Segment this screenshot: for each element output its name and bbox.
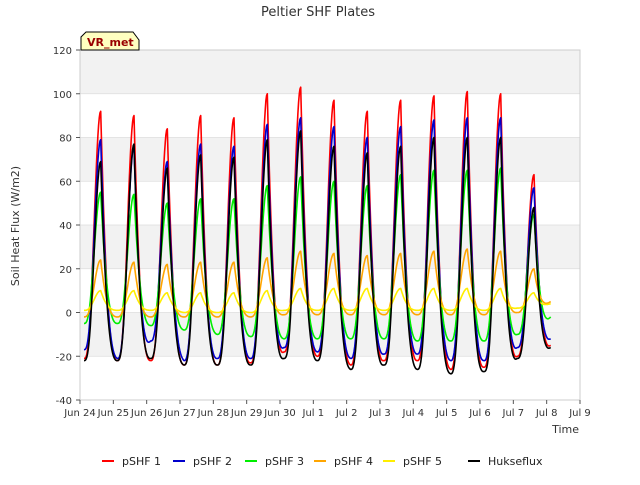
y-tick-label: 20: [59, 265, 72, 276]
legend: pSHF 1 pSHF 2 pSHF 3 pSHF 4 pSHF 5 Hukseflux: [102, 455, 543, 468]
x-axis-label: Time: [551, 423, 579, 436]
x-tick-label: Jun 25: [97, 408, 130, 419]
y-tick-label: 0: [66, 309, 72, 320]
band-0: [80, 312, 580, 357]
badge-label: VR_met: [87, 36, 134, 49]
series-line-5: [83, 130, 552, 375]
y-axis: -40 -20 0 20 40 60 80 100 120: [53, 46, 80, 407]
x-tick-label: Jul 8: [535, 408, 558, 419]
x-tick-label: Jun 24: [63, 408, 96, 419]
series-line-4: [83, 287, 551, 314]
x-tick-label: Jun 27: [163, 408, 196, 419]
x-tick-label: Jun 29: [230, 408, 263, 419]
x-tick-label: Jul 9: [568, 408, 591, 419]
x-tick-label: Jul 7: [502, 408, 525, 419]
x-axis: Jun 24 Jun 25 Jun 26 Jun 27 Jun 28 Jun 29 Jun …: [63, 400, 591, 419]
vr-met-badge: VR_met: [80, 31, 140, 51]
series-lines: [83, 86, 552, 375]
x-tick-label: Jun 30: [263, 408, 296, 419]
y-tick-label: -40: [56, 396, 72, 407]
y-tick-label: -20: [56, 352, 72, 363]
legend-label-4: pSHF 5: [403, 455, 442, 468]
x-tick-label: Jul 1: [302, 408, 325, 419]
band-3: [80, 50, 580, 94]
y-axis-label: Soil Heat Flux (W/m2): [9, 166, 22, 286]
y-tick-label: 60: [59, 177, 72, 188]
y-tick-label: 40: [59, 221, 72, 232]
legend-label-0: pSHF 1: [122, 455, 161, 468]
legend-label-5: Hukseflux: [488, 455, 543, 468]
x-tick-label: Jul 4: [402, 408, 425, 419]
x-tick-label: Jul 6: [468, 408, 491, 419]
chart-title: Peltier SHF Plates: [261, 5, 375, 20]
x-tick-label: Jun 28: [197, 408, 230, 419]
legend-label-3: pSHF 4: [334, 455, 373, 468]
x-tick-label: Jul 3: [368, 408, 391, 419]
y-tick-label: 120: [53, 46, 72, 57]
x-tick-label: Jun 26: [130, 408, 163, 419]
legend-label-1: pSHF 2: [193, 455, 232, 468]
x-tick-label: Jul 2: [335, 408, 358, 419]
legend-label-2: pSHF 3: [265, 455, 304, 468]
y-tick-label: 80: [59, 134, 72, 145]
badge-box: [80, 31, 140, 51]
x-tick-label: Jul 5: [435, 408, 458, 419]
y-tick-label: 100: [53, 90, 72, 101]
